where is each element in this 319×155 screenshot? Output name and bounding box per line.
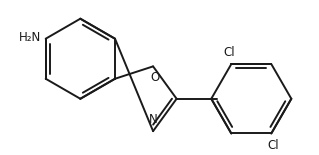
Text: Cl: Cl [224,46,235,59]
Text: N: N [149,113,158,126]
Text: H₂N: H₂N [19,31,41,44]
Text: Cl: Cl [268,139,279,152]
Text: O: O [151,71,160,84]
